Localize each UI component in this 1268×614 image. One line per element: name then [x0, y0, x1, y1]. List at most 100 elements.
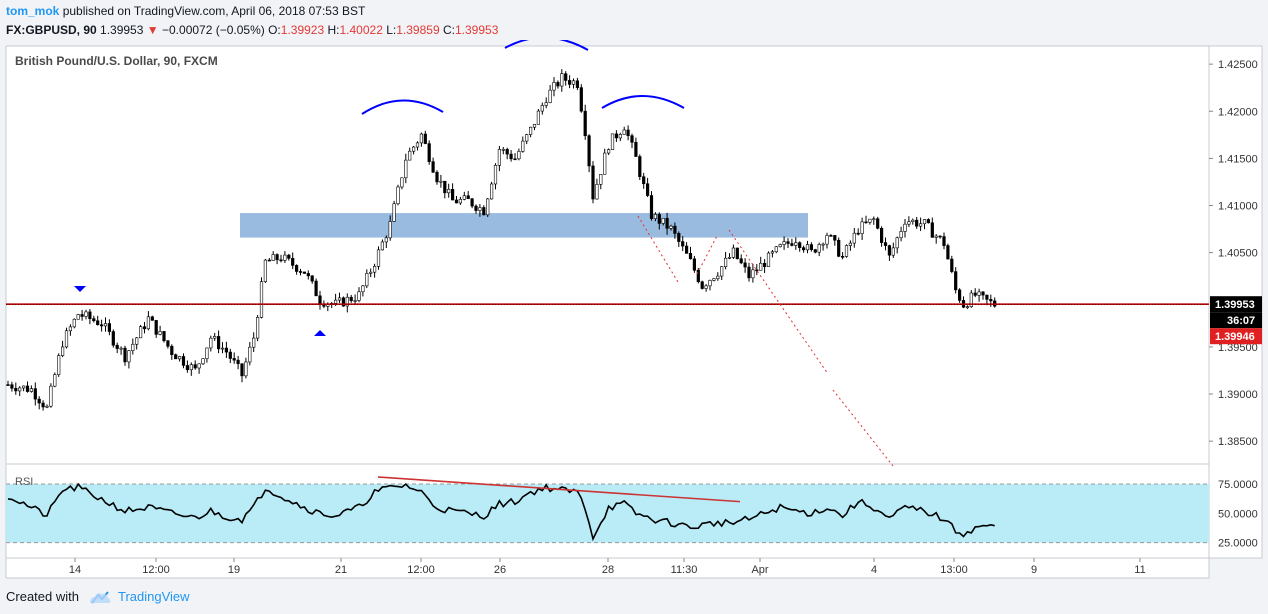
candle-body — [723, 257, 728, 267]
candle-body — [220, 347, 225, 350]
candle-body — [372, 266, 377, 273]
candle-body — [645, 183, 650, 196]
candle-body — [751, 269, 755, 279]
candle-body — [224, 347, 229, 353]
candle-body — [431, 161, 435, 173]
candle-body — [493, 164, 498, 185]
chart-title: British Pound/U.S. Dollar, 90, FXCM — [15, 54, 218, 68]
candle-body — [614, 133, 618, 139]
candle-body — [603, 152, 607, 175]
time-tick-label: 26 — [494, 564, 506, 576]
rsi-tick-label: 25.0000 — [1218, 538, 1258, 550]
candle-body — [205, 347, 209, 359]
candle-body — [33, 388, 37, 400]
head-arc — [504, 40, 589, 51]
candle-body — [185, 365, 190, 371]
candle-body — [139, 326, 143, 339]
candle-body — [575, 80, 579, 88]
candle-body — [423, 133, 427, 144]
candle-body — [103, 323, 108, 327]
candle-body — [965, 306, 969, 308]
candle-body — [938, 235, 942, 238]
candle-body — [696, 269, 700, 283]
candle-body — [630, 135, 634, 143]
candle-body — [677, 233, 681, 242]
candle-body — [41, 402, 45, 408]
candle-body — [443, 180, 447, 194]
candle-body — [380, 241, 385, 251]
candle-body — [466, 195, 470, 200]
candle-body — [482, 207, 486, 216]
chart-area[interactable]: British Pound/U.S. Dollar, 90, FXCM RSI … — [0, 40, 1268, 580]
candle-body — [860, 221, 864, 234]
time-tick-label: 11 — [1134, 564, 1145, 576]
candle-body — [318, 295, 322, 305]
candle-body — [903, 223, 907, 232]
candle-body — [922, 219, 927, 225]
candle-body — [427, 143, 431, 162]
candle-body — [146, 316, 151, 330]
price-tick-label: 1.40500 — [1218, 248, 1258, 260]
candle-body — [353, 300, 357, 302]
candle-body — [509, 153, 513, 160]
candle-body — [474, 205, 478, 211]
candle-body — [688, 253, 693, 260]
candle-body — [478, 207, 482, 211]
candle-body — [349, 296, 353, 302]
candle-body — [384, 237, 388, 243]
candle-body — [439, 180, 443, 183]
candle-body — [158, 331, 162, 335]
candle-body — [115, 344, 119, 349]
candle-body — [252, 337, 256, 348]
chart-header: tom_mok published on TradingView.com, Ap… — [0, 0, 1268, 40]
time-tick-label: 28 — [602, 564, 614, 576]
candle-body — [840, 256, 845, 258]
candle-body — [876, 218, 880, 229]
candle-body — [119, 347, 123, 350]
candle-body — [567, 80, 572, 85]
time-tick-label: 4 — [871, 564, 877, 576]
main-pane[interactable] — [5, 45, 1210, 465]
candle-body — [899, 231, 903, 239]
tradingview-link[interactable]: TradingView — [118, 589, 190, 604]
candle-body — [564, 73, 568, 81]
candle-body — [57, 355, 61, 375]
candle-body — [798, 242, 802, 248]
candle-body — [68, 326, 72, 332]
candle-body — [25, 385, 30, 392]
candle-body — [755, 269, 759, 272]
candle-body — [201, 358, 205, 365]
rsi-divergence-line — [377, 476, 741, 503]
candle-body — [53, 374, 57, 387]
candle-body — [977, 291, 981, 296]
candle-body — [895, 237, 899, 249]
candle-body — [556, 82, 560, 87]
open-label: O: — [268, 23, 281, 37]
candle-body — [883, 242, 888, 246]
candle-body — [786, 241, 790, 244]
candle-body — [166, 340, 170, 347]
candle-body — [306, 273, 310, 277]
candle-body — [907, 221, 911, 225]
candle-body — [271, 254, 275, 261]
candle-body — [96, 320, 100, 326]
candle-body — [879, 227, 884, 243]
candle-body — [21, 385, 26, 389]
author-link[interactable]: tom_mok — [6, 4, 60, 18]
candle-body — [950, 258, 954, 272]
left-shoulder-arc — [361, 99, 444, 115]
candle-body — [142, 326, 147, 330]
time-tick-label: 12:00 — [407, 564, 435, 576]
candle-body — [981, 291, 985, 296]
time-tick-label: 13:00 — [940, 564, 968, 576]
candle-body — [739, 258, 743, 264]
projection-arrow — [728, 229, 829, 375]
candle-body — [154, 320, 158, 335]
candle-body — [88, 311, 92, 319]
rsi-tick-label: 75.0000 — [1218, 479, 1258, 491]
candle-body — [404, 159, 408, 179]
time-tick-label: 11:30 — [671, 564, 698, 576]
rsi-series-line — [7, 482, 995, 542]
last-price-text: 1.39953 — [1215, 299, 1255, 311]
down-marker-icon — [74, 286, 86, 292]
